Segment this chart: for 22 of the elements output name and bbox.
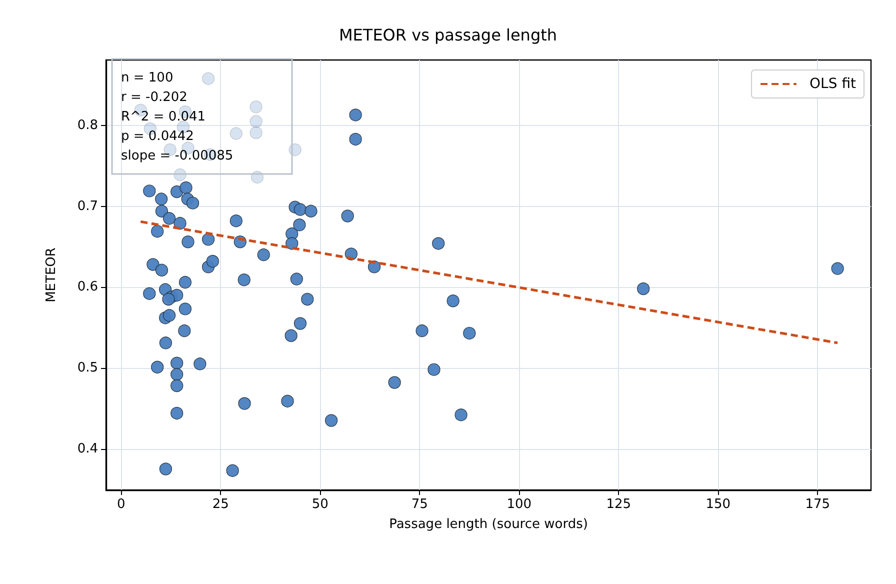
- annotation: slope = -0.00085: [121, 148, 234, 164]
- annotation: p = 0.0442: [121, 128, 194, 144]
- x-tick-label: 0: [116, 497, 126, 512]
- annotation: R^2 = 0.041: [121, 109, 206, 124]
- legend-label: OLS fit: [810, 76, 857, 92]
- x-tick-label: 150: [706, 497, 731, 512]
- x-tick-label: 25: [212, 497, 229, 512]
- y-tick-label: 0.4: [77, 441, 98, 456]
- x-axis-title: Passage length (source words): [389, 517, 588, 532]
- y-tick-label: 0.6: [77, 280, 98, 295]
- x-tick-label: 100: [506, 497, 532, 512]
- annotation: n = 100: [121, 70, 174, 86]
- annotation: r = -0.202: [121, 90, 188, 105]
- y-axis-title: METEOR: [44, 248, 59, 302]
- chart-title: METEOR vs passage length: [338, 26, 558, 44]
- x-tick-label: 75: [411, 497, 428, 512]
- y-tick-label: 0.7: [77, 198, 98, 214]
- y-tick-label: 0.5: [77, 360, 98, 376]
- x-tick-label: 125: [606, 497, 632, 512]
- y-tick-label: 0.8: [77, 118, 98, 133]
- x-tick-label: 50: [312, 497, 328, 512]
- x-tick-label: 175: [805, 497, 830, 512]
